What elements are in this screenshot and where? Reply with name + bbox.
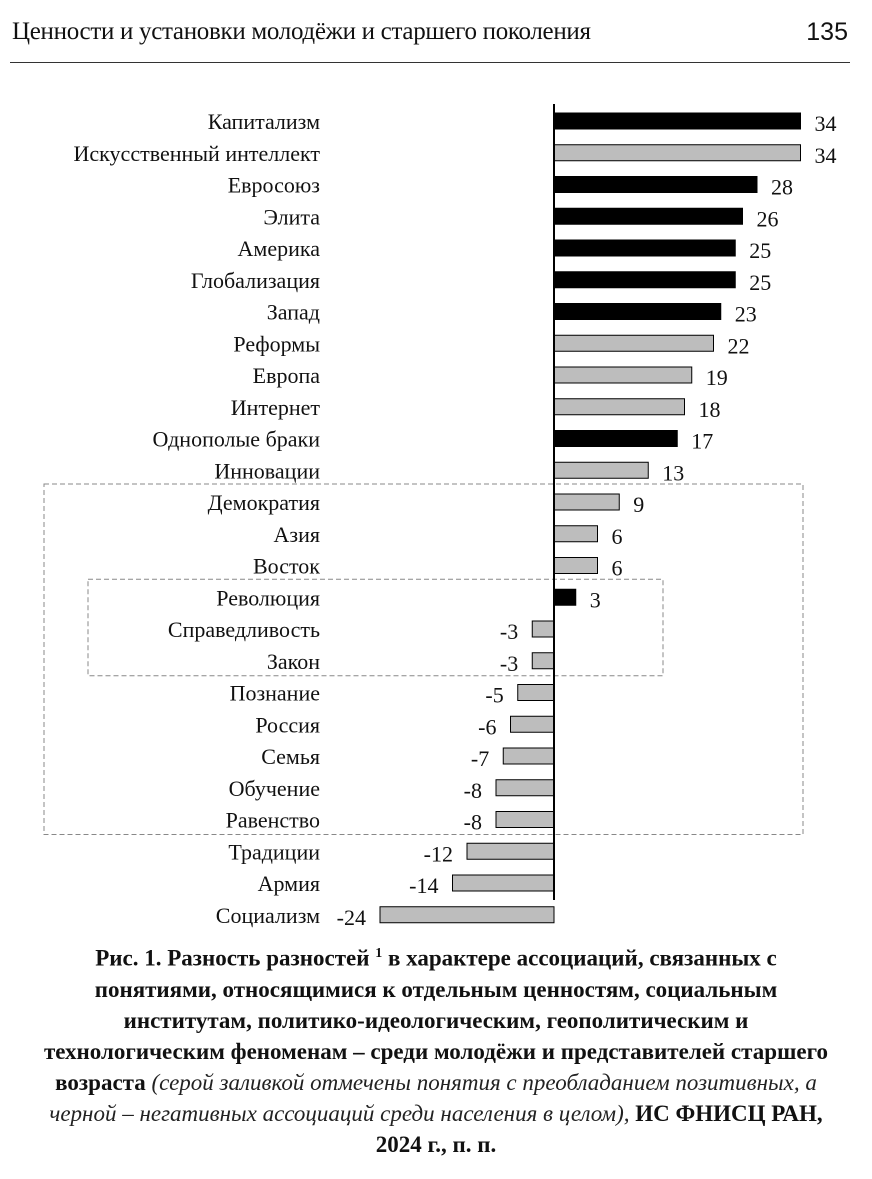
- bar: [553, 334, 714, 352]
- value-label: 9: [633, 492, 644, 517]
- bar: [553, 303, 722, 320]
- page-number: 135: [806, 18, 848, 46]
- value-label: 3: [590, 587, 601, 612]
- footnote-mark: 1: [375, 946, 383, 961]
- value-label: 25: [749, 238, 771, 263]
- category-label: Демократия: [208, 490, 320, 515]
- value-label: 18: [699, 397, 721, 422]
- value-label: 25: [749, 270, 771, 295]
- bar-chart: Капитализм 34 Искусственный интеллект 34 Евр…: [43, 104, 837, 930]
- value-label: 23: [735, 302, 757, 327]
- bar: [553, 144, 801, 162]
- category-label: Восток: [253, 554, 320, 579]
- category-label: Армия: [258, 871, 320, 896]
- bar: [502, 747, 555, 765]
- category-label: Евросоюз: [228, 173, 320, 198]
- category-label: Однополые браки: [153, 427, 321, 452]
- dashed-group-box: [43, 483, 804, 835]
- caption-source: ИС ФНИСЦ РАН, 2024 г., п. п.: [375, 1100, 823, 1157]
- caption-note: (серой заливкой отмечены понятия с преоб…: [49, 1069, 817, 1126]
- figure-caption: Рис. 1. Разность разностей 1 в характере…: [0, 938, 872, 1160]
- bar: [553, 430, 678, 447]
- category-label: Элита: [263, 204, 320, 229]
- header-rule: [10, 62, 850, 63]
- value-label: 34: [815, 111, 837, 136]
- value-label: 22: [728, 333, 750, 358]
- category-label: Традиции: [228, 839, 320, 864]
- category-label: Запад: [267, 300, 320, 325]
- category-label: Революция: [216, 585, 320, 610]
- value-label: 6: [612, 524, 623, 549]
- bar: [466, 842, 555, 860]
- bar: [495, 779, 555, 797]
- bar: [379, 906, 555, 924]
- value-label: 19: [706, 365, 728, 390]
- category-label: Капитализм: [208, 109, 320, 134]
- value-label: 6: [612, 556, 623, 581]
- category-label: Интернет: [231, 395, 321, 420]
- bar: [531, 620, 555, 638]
- bar: [517, 684, 555, 701]
- category-label: Инновации: [214, 458, 320, 483]
- caption-title-cont: в характере ассоциаций, связанных с поня…: [43, 945, 829, 1095]
- category-label: Россия: [255, 712, 320, 737]
- bar: [553, 207, 743, 225]
- category-label: Америка: [238, 236, 321, 261]
- bar: [495, 811, 555, 828]
- caption-title: Рис. 1. Разность разностей: [95, 945, 376, 971]
- value-label: -3: [500, 651, 518, 676]
- category-label: Реформы: [233, 331, 320, 356]
- category-label: Искусственный интеллект: [74, 141, 321, 166]
- bar: [553, 366, 693, 384]
- value-label: 17: [691, 429, 713, 454]
- category-label: Обучение: [229, 776, 320, 801]
- category-label: Справедливость: [168, 617, 320, 642]
- value-label: -7: [471, 746, 489, 771]
- value-label: -24: [337, 905, 366, 930]
- bar: [553, 239, 736, 257]
- bar: [553, 588, 577, 606]
- category-label: Закон: [267, 649, 320, 674]
- bar: [553, 112, 801, 130]
- bar: [510, 715, 555, 733]
- value-label: 13: [662, 460, 684, 485]
- category-label: Глобализация: [191, 268, 320, 293]
- bar: [553, 525, 598, 543]
- value-label: 26: [757, 206, 779, 231]
- category-label: Познание: [230, 681, 320, 706]
- value-label: -8: [464, 778, 482, 803]
- value-label: -14: [409, 873, 438, 898]
- bar: [553, 176, 758, 193]
- value-label: -6: [478, 714, 496, 739]
- value-label: -5: [485, 683, 503, 708]
- bar: [553, 398, 685, 416]
- value-label: -12: [424, 841, 453, 866]
- category-label: Социализм: [216, 903, 320, 928]
- bar: [531, 652, 555, 670]
- value-label: -3: [500, 619, 518, 644]
- value-label: -8: [464, 810, 482, 835]
- bar: [452, 874, 555, 892]
- running-header: Ценности и установки молодёжи и старшего…: [12, 18, 591, 45]
- bar: [553, 557, 598, 574]
- category-label: Равенство: [226, 808, 320, 833]
- category-label: Европа: [253, 363, 321, 388]
- bar: [553, 461, 649, 479]
- bar: [553, 271, 736, 289]
- bar: [553, 493, 620, 511]
- value-label: 28: [771, 175, 793, 200]
- category-label: Азия: [274, 522, 320, 547]
- category-label: Семья: [261, 744, 320, 769]
- value-label: 34: [815, 143, 837, 168]
